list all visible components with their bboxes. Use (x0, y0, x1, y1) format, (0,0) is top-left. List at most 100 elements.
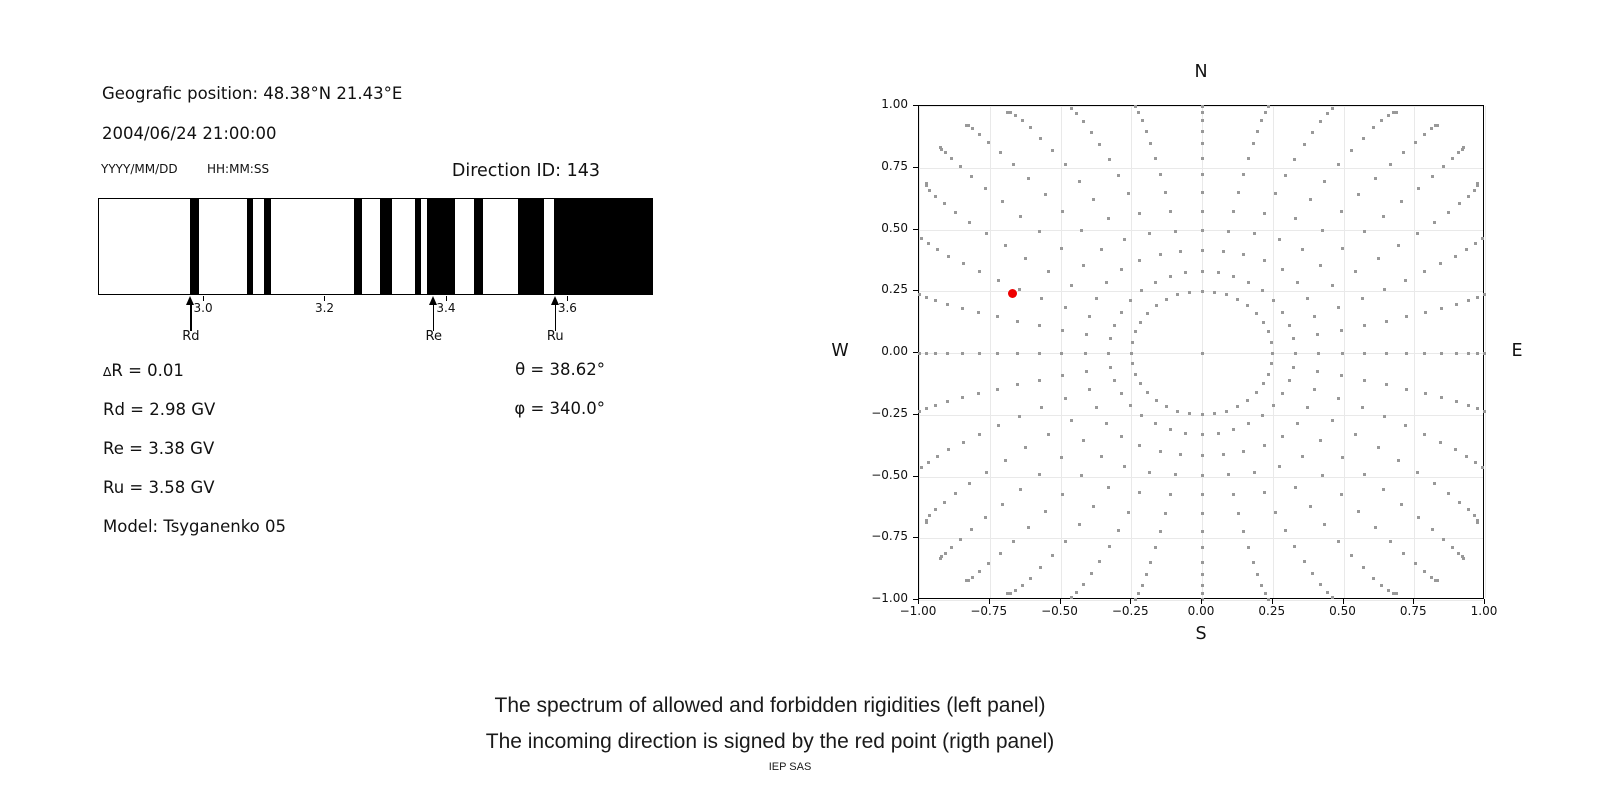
y-axis-tick (913, 352, 918, 353)
direction-grid-dot (1087, 314, 1091, 318)
direction-grid-dot (1127, 192, 1131, 196)
direction-grid-dot (934, 351, 938, 355)
spectrum-tick-label: 3.4 (436, 301, 456, 315)
direction-grid-dot (1200, 209, 1204, 213)
direction-grid-dot (1337, 305, 1341, 309)
direction-grid-dot (1119, 392, 1123, 396)
allowed-rigidity-band (474, 199, 484, 294)
y-tick-label: 0.00 (881, 344, 908, 358)
direction-grid-dot (939, 145, 943, 149)
x-tick-label: −0.75 (970, 604, 1008, 618)
direction-grid-dot (1105, 281, 1109, 285)
x-tick-label: −0.25 (1111, 604, 1149, 618)
direction-grid-dot (1446, 210, 1450, 214)
direction-grid-dot (960, 306, 964, 310)
direction-grid-dot (1200, 433, 1204, 436)
direction-grid-dot (1256, 573, 1260, 577)
direction-grid-dot (1155, 398, 1159, 402)
direction-grid-dot (927, 514, 931, 518)
x-tick-label: 0.25 (1258, 604, 1286, 618)
direction-grid-dot (1293, 157, 1297, 161)
x-axis-tick (1342, 599, 1344, 604)
direction-grid-dot (1164, 190, 1168, 194)
direction-grid-dot (1383, 415, 1387, 419)
direction-grid-dot (1174, 473, 1178, 477)
direction-grid-dot (964, 123, 968, 127)
direction-grid-dot (1089, 130, 1093, 134)
direction-grid-dot (1466, 299, 1470, 303)
direction-grid-dot (1416, 232, 1420, 236)
direction-grid-dot (960, 351, 964, 355)
direction-grid-dot (1200, 173, 1204, 177)
direction-grid-dot (1094, 297, 1098, 301)
direction-grid-dot (1158, 529, 1162, 533)
direction-grid-dot (1270, 362, 1274, 366)
direction-grid-dot (1337, 163, 1341, 167)
direction-grid-dot (984, 470, 988, 474)
direction-grid-dot (1084, 369, 1088, 373)
direction-grid-dot (1050, 554, 1054, 558)
direction-grid-dot (1387, 589, 1391, 593)
direction-grid-dot (1063, 305, 1067, 309)
direction-grid-dot (1254, 391, 1258, 395)
direction-grid-dot (1383, 287, 1387, 291)
direction-grid-dot (1084, 333, 1088, 337)
y-axis-tick (913, 475, 918, 477)
direction-grid-dot (1473, 188, 1477, 192)
direction-grid-dot (1130, 362, 1134, 366)
direction-grid-dot (1127, 510, 1131, 514)
y-tick-label: 1.00 (881, 97, 908, 111)
direction-grid-dot (1130, 340, 1134, 344)
direction-grid-dot (1474, 242, 1478, 246)
direction-grid-dot (1107, 157, 1111, 161)
gridline-horizontal (919, 476, 1483, 478)
direction-grid-dot (1252, 232, 1256, 235)
direction-grid-dot (1061, 492, 1065, 496)
y-tick-label: −1.00 (871, 591, 908, 605)
direction-grid-dot (1360, 406, 1364, 410)
direction-grid-dot (1247, 422, 1251, 426)
direction-grid-dot (1260, 413, 1264, 417)
allowed-rigidity-band (246, 199, 253, 294)
direction-grid-dot (1339, 210, 1343, 214)
direction-grid-dot (961, 440, 965, 444)
direction-grid-dot (1330, 283, 1334, 287)
direction-grid-dot (1432, 220, 1436, 224)
direction-grid-dot (1039, 136, 1043, 140)
direction-grid-dot (949, 157, 953, 161)
direction-grid-dot (1082, 439, 1086, 443)
direction-grid-dot (1070, 283, 1074, 287)
allowed-rigidity-band (263, 199, 272, 294)
direction-grid-dot (1380, 118, 1384, 122)
direction-grid-dot (1140, 583, 1144, 587)
direction-grid-dot (1242, 529, 1246, 533)
direction-grid-dot (1139, 320, 1143, 324)
direction-grid-dot (1403, 424, 1407, 428)
direction-grid-dot (1200, 351, 1204, 355)
direction-grid-dot (1316, 369, 1320, 373)
direction-grid-dot (1440, 396, 1444, 400)
direction-grid-dot (1226, 473, 1230, 477)
y-tick-label: −0.75 (871, 529, 908, 544)
direction-grid-dot (1165, 404, 1169, 408)
direction-grid-dot (1436, 579, 1440, 583)
direction-grid-dot (1458, 500, 1462, 504)
direction-grid-dot (1429, 127, 1433, 131)
direction-grid-dot (1200, 583, 1204, 587)
direction-grid-dot (1252, 470, 1256, 474)
direction-grid-dot (924, 521, 928, 525)
direction-grid-dot (964, 579, 968, 583)
direction-grid-dot (1212, 290, 1216, 294)
y-axis-tick (913, 228, 918, 230)
direction-grid-dot (1200, 473, 1204, 477)
direction-grid-dot (1000, 200, 1004, 204)
cutoff-arrow-label: Ru (546, 329, 564, 344)
direction-grid-dot (1046, 270, 1050, 274)
direction-grid-dot (1476, 518, 1480, 522)
direction-grid-dot (1112, 323, 1116, 327)
direction-grid-dot (1100, 454, 1104, 458)
direction-grid-dot (1140, 289, 1144, 293)
direction-grid-dot (1037, 351, 1041, 355)
direction-grid-dot (1454, 400, 1458, 404)
